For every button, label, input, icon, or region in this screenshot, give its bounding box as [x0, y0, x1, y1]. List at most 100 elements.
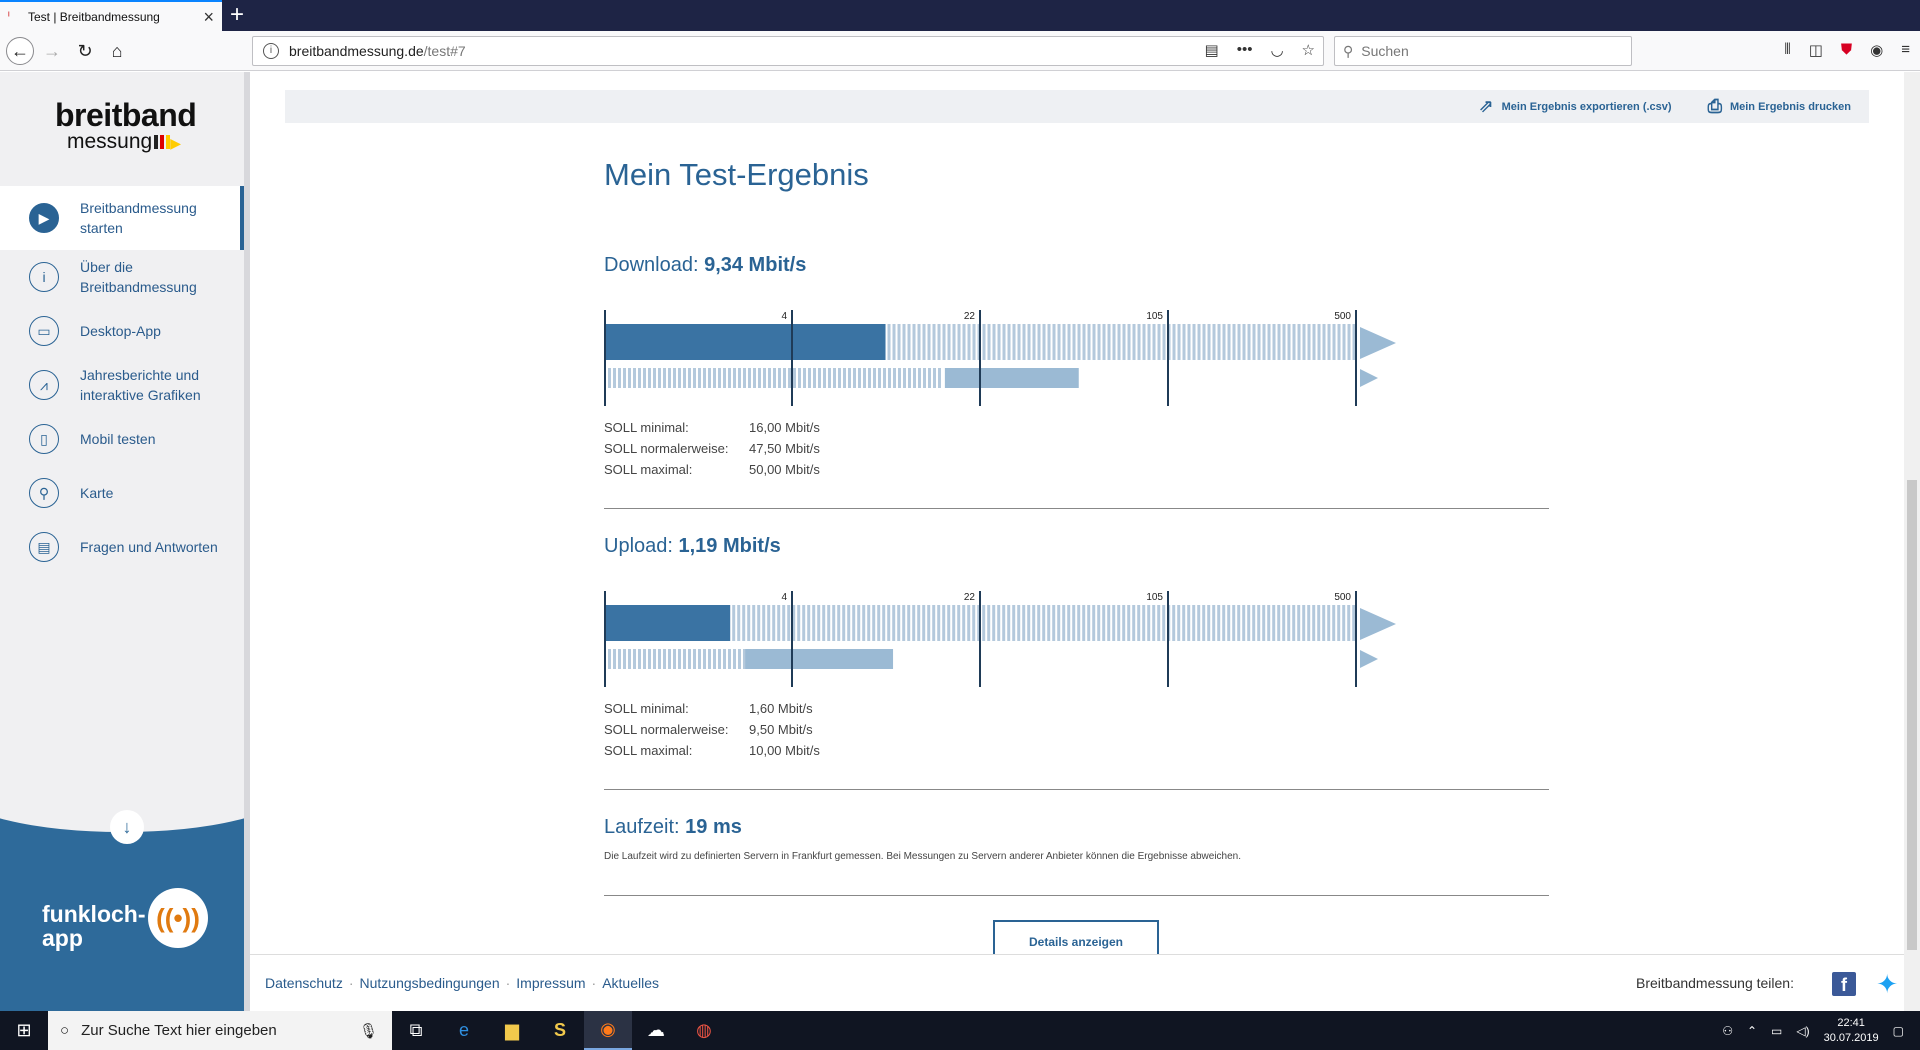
scale-stripe: [997, 605, 1001, 641]
taskbar-search[interactable]: ○ Zur Suche Text hier eingeben 🎙: [48, 1011, 392, 1050]
sidebar-item-start[interactable]: ▶ Breitbandmessung starten: [0, 186, 244, 250]
scale-stripe: [962, 605, 966, 641]
scale-stripe: [1037, 324, 1041, 360]
scale-stripe: [818, 368, 821, 388]
app-s-icon[interactable]: S: [553, 1020, 566, 1040]
sidebar-item-about[interactable]: i Über die Breitbandmessung: [0, 250, 244, 304]
divider: [604, 508, 1549, 509]
arrow-down-icon[interactable]: ↓: [110, 810, 144, 844]
file-explorer-icon[interactable]: ▆: [505, 1020, 519, 1040]
tray-chevron-icon[interactable]: ⌃: [1746, 1023, 1758, 1038]
account-icon[interactable]: ◉: [1870, 42, 1884, 59]
details-button[interactable]: Details anzeigen: [993, 920, 1159, 954]
task-view-icon[interactable]: ⧉: [409, 1020, 423, 1040]
library-icon[interactable]: ⫴: [1784, 41, 1791, 58]
scale-stripe: [1227, 324, 1231, 360]
scale-stripe: [1202, 324, 1206, 360]
scale-stripe: [1257, 605, 1261, 641]
scale-stripe: [777, 605, 781, 641]
scale-stripe: [828, 368, 831, 388]
pocket-icon[interactable]: ◡: [1270, 42, 1284, 59]
sidebar-item-mobile[interactable]: ▯ Mobil testen: [0, 412, 244, 466]
scale-stripe: [1047, 324, 1051, 360]
new-tab-button[interactable]: +: [230, 1, 245, 28]
menu-icon[interactable]: ≡: [1901, 41, 1910, 58]
monitor-icon: ▭: [29, 316, 59, 346]
chrome-icon[interactable]: ◍: [696, 1020, 712, 1040]
scale-stripe: [1077, 324, 1081, 360]
scale-stripe: [813, 368, 816, 388]
scale-stripe: [1137, 324, 1141, 360]
scale-stripe: [1022, 605, 1026, 641]
sidebar-item-map[interactable]: ⚲ Karte: [0, 466, 244, 520]
footer-link-datenschutz[interactable]: Datenschutz: [265, 975, 343, 991]
browser-tab-strip: ᴵ Test | Breitbandmessung × +: [0, 0, 1920, 31]
volume-icon[interactable]: ◁): [1796, 1023, 1810, 1038]
page-actions-icon[interactable]: •••: [1236, 41, 1253, 58]
export-csv-link[interactable]: ⇗ Mein Ergebnis exportieren (.csv): [1478, 96, 1672, 116]
scale-stripe: [1297, 324, 1301, 360]
site-info-icon[interactable]: i: [263, 43, 279, 59]
twitter-icon[interactable]: ✦: [1876, 969, 1898, 999]
scale-stripe: [1337, 324, 1341, 360]
sidebar-item-faq[interactable]: ▤ Fragen und Antworten: [0, 520, 244, 574]
browser-search-field[interactable]: ⚲ Suchen: [1334, 36, 1632, 66]
scale-stripe: [748, 368, 751, 388]
scale-stripe: [768, 368, 771, 388]
back-button[interactable]: ←: [6, 37, 34, 65]
funkloch-app-promo[interactable]: ↓ funkloch-app ((•)): [0, 752, 244, 1011]
scale-stripe: [1352, 324, 1356, 360]
footer-link-impressum[interactable]: Impressum: [516, 975, 586, 991]
scale-stripe: [787, 605, 791, 641]
breitbandmessung-logo[interactable]: breitband messung ▶: [55, 98, 205, 153]
reader-view-icon[interactable]: ▤: [1204, 42, 1219, 59]
firefox-icon[interactable]: ◉: [584, 1011, 632, 1050]
people-icon[interactable]: ⚇: [1722, 1023, 1733, 1038]
scale-stripe: [962, 324, 966, 360]
url-bar[interactable]: i breitbandmessung.de/test#7 ▤ ••• ◡ ☆: [252, 36, 1324, 66]
shield-extension-icon[interactable]: ⛊: [1840, 41, 1853, 58]
app-icon[interactable]: ☁: [647, 1020, 665, 1040]
page-scrollbar[interactable]: [1904, 72, 1920, 1011]
scale-stripe: [1032, 605, 1036, 641]
windows-start-icon[interactable]: ⊞: [16, 1020, 32, 1040]
close-tab-icon[interactable]: ×: [203, 6, 214, 27]
scale-stripe: [982, 605, 986, 641]
scale-stripe: [1152, 324, 1156, 360]
scale-stripe: [938, 368, 941, 388]
scale-stripe: [843, 368, 846, 388]
browser-tab[interactable]: ᴵ Test | Breitbandmessung ×: [0, 0, 222, 31]
footer-link-nutzungsbedingungen[interactable]: Nutzungsbedingungen: [359, 975, 500, 991]
facebook-icon[interactable]: f: [1832, 972, 1856, 996]
clock[interactable]: 22:41 30.07.2019: [1823, 1016, 1879, 1044]
scale-stripe: [957, 605, 961, 641]
network-icon[interactable]: ▭: [1771, 1023, 1783, 1038]
scale-stripe: [952, 324, 956, 360]
scale-stripe: [688, 368, 691, 388]
home-button[interactable]: ⌂: [111, 40, 123, 61]
microphone-icon[interactable]: 🎙: [358, 1022, 378, 1040]
forward-button[interactable]: →: [43, 40, 61, 61]
scale-stripe: [1342, 324, 1346, 360]
scale-stripe: [797, 605, 801, 641]
bookmark-star-icon[interactable]: ☆: [1301, 42, 1315, 59]
scale-stripe: [947, 605, 951, 641]
scale-stripe: [643, 649, 646, 669]
scrollbar-thumb[interactable]: [1907, 480, 1917, 950]
print-link[interactable]: ⎙ Mein Ergebnis drucken: [1707, 96, 1851, 116]
sidebar-item-reports[interactable]: ⩘ Jahresberichte und interaktive Grafike…: [0, 358, 244, 412]
sidebar-item-desktop-app[interactable]: ▭ Desktop-App: [0, 304, 244, 358]
scale-stripe: [623, 368, 626, 388]
footer-link-aktuelles[interactable]: Aktuelles: [602, 975, 660, 991]
notification-icon[interactable]: ▢: [1892, 1023, 1904, 1038]
scale-stripe: [792, 605, 796, 641]
scale-stripe: [1082, 605, 1086, 641]
taskbar-search-placeholder: Zur Suche Text hier eingeben: [81, 1022, 277, 1039]
play-icon: ▶: [29, 203, 59, 233]
edge-icon[interactable]: e: [458, 1020, 469, 1040]
reload-button[interactable]: ↻: [77, 40, 93, 61]
scale-stripe: [1117, 324, 1121, 360]
scale-stripe: [757, 605, 761, 641]
scale-stripe: [1287, 324, 1291, 360]
sidebar-toggle-icon[interactable]: ◫: [1808, 42, 1823, 59]
